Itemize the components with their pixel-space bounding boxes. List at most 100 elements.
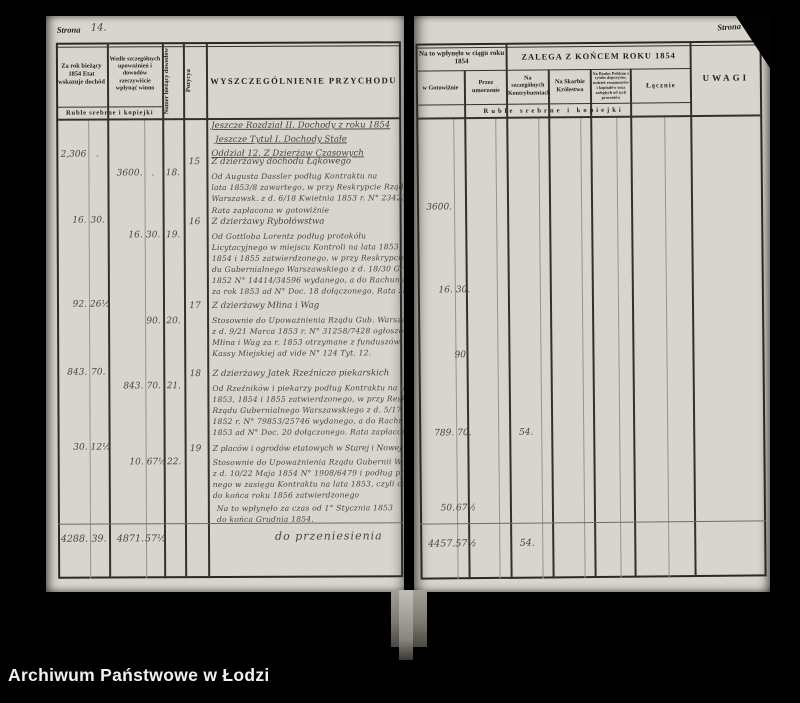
entry-line: do końca roku 1856 zatwierdzonego [212,490,360,501]
column-header-umorzenie: Przez umorzenie [471,78,500,95]
gotowizna-rubles: 16. [438,285,453,296]
entry-line: Licytacyjnego w miejscu Kontroli na lata… [211,242,402,253]
entry-heading: Z dzierżawy dochodu Łąkowego [211,156,352,168]
currency-band-left: Ruble srebrne i kopiejki [65,108,154,117]
etat-rubles: 16. [72,215,87,226]
page-number-right-label: Strona [717,20,742,33]
pozycya-number: 19 [189,444,202,455]
etat-kopiejki: 26½ [89,299,111,310]
entry-line: Rata zapłacona w gotowiźnie [211,205,330,216]
column-header-pozycya: Pozycya [184,69,193,93]
carry-forward-label: do przeniesienia [274,529,383,543]
entry-line: du Gubernialnego Warszawskiego z d. 18/3… [211,264,404,275]
entry-line: za rok 1853 ad N° Doc. 18 dołączonego, R… [211,286,404,297]
intro-line: Jeszcze Rozdział II. Dochody z roku 1854 [211,120,391,132]
entry-heading: Z placów i ogrodów etatowych w Starej i … [212,443,404,454]
etat-rubles: 843. [67,367,88,378]
archive-caption: Archiwum Państwowe w Łodzi [8,665,270,685]
entry-heading: Z dzierżawy Rybołówstwa [211,216,325,228]
winno-kopiejki: . [151,168,155,179]
etat-rubles: 92. [72,299,88,310]
winno-kopiejki: 67½ [146,457,167,468]
pozycya-number: 15 [188,157,201,168]
page-edge-below-highlight [399,590,413,660]
gotowizna-kopiejki: 67½ [455,503,477,514]
total-gotowizna-rubles: 4457. [428,538,456,550]
entry-heading: Z dzierżawy Młina i Wag [211,300,320,312]
entry-line: lata 1853/8 zawartego, w przy Reskrypcie… [211,182,404,193]
total-etat-kopiejki: 39. [91,533,107,545]
page-number-left-value: 14. [90,22,107,34]
etat-kopiejki: 12½ [90,442,111,453]
entry-line: Kassy Miejskiej ad vide N° 124 Tyt. 12. [212,348,372,359]
intro-line: Jeszcze Tytuł I. Dochody Stałe [215,134,347,146]
column-header-bank-polski: Na Banku Polskim z tytułu depozytów, tud… [592,70,630,100]
pozycya-number: 17 [189,301,201,312]
winno-kopiejki: 70. [146,381,162,392]
column-header-uwagi: UWAGI [702,72,750,83]
winno-rubles: 843. [123,381,144,392]
right-page-scan: Strona 15 Na to wpłynęło w cią [414,16,770,592]
total-kontrybuenci-rubles: 54. [519,537,535,549]
column-header-winno: Wedle szczegółnych upoważnień i dowodów … [109,56,161,92]
entry-line: 1852 r. N° 79853/25746 wydanego, a do Ra… [212,416,404,427]
etat-kopiejki: . [95,149,99,160]
group-header-zalega: ZALEGA Z KOŃCEM ROKU 1854 [521,50,676,62]
column-header-skarb: Na Skarbie Królestwa [554,77,585,94]
entry-note-line: do końca Grudnia 1854. [216,514,314,525]
gotowizna-kopiejki: 30. [455,285,471,296]
winno-rubles: 3600. [116,168,143,179]
pozycya-number: 18 [189,369,202,380]
numer-dowodu: 19. [166,230,181,241]
total-gotowizna-kopiejki: 57½ [455,538,477,550]
numer-dowodu: 21. [166,381,182,392]
entry-note-line: Na to wpłynęło za czas od 1° Stycznia 18… [216,503,394,514]
entry-line: Stosownie do Upoważnienia Rządu Gub. War… [212,315,404,326]
gotowizna-kopiejki: 70. [457,428,472,439]
kontrybuenci-rubles: 54. [519,427,534,438]
entry-line: 1854 i 1855 zatwierdzonego, w przy Reskr… [211,253,404,264]
entry-line: Stosownie do Upoważnienia Rządu Gubernii… [212,457,404,468]
etat-rubles: 30. [73,442,88,453]
gotowizna-kopiejki: 90. [454,350,469,361]
column-header-lacznie: Łącznie [646,81,676,89]
total-winno-kopiejki: 57½ [144,533,167,545]
entry-line: Warszawsk. z d. 6/18 Kwietnia 1853 r. N°… [211,193,404,204]
etat-kopiejki: 70. [91,367,106,378]
gotowizna-rubles: 3600. [426,202,453,213]
entry-line: Rządu Gubernialnego Warszawskiego z d. 5… [212,405,404,416]
entry-line: 1853 ad N° Doc. 20 dołączonego. Rata zap… [212,427,404,438]
entry-line: Od Gottloba Lorentz podług protokółu [211,231,367,242]
column-header-wyszczegolnienie: WYSZCZEGÓLNIENIE PRZYCHODU [210,74,397,86]
winno-rubles: 10. [129,457,144,468]
entry-line: z d. 9/21 Marca 1853 r. N° 31258/7428 og… [212,326,404,337]
column-header-etat: Za rok bieżący 1854 Etat wskazuje dochód [58,62,105,86]
entry-line: Od Rzeźników i piekarzy podług Kontraktu… [212,383,404,394]
entry-line: 1852 N° 14414/34596 wydanego, a do Rachu… [211,275,404,286]
pozycya-number: 16 [188,217,201,228]
entry-line: 1853, 1854 i 1855 zatwierdzonego, w przy… [212,394,404,405]
column-header-kontrybuenci: Na szczegółnych Kontrybuentach [507,75,551,97]
total-etat-rubles: 4288. [60,533,89,545]
entry-heading: Z dzierżawy Jatek Rzeźniczo piekarskich [212,368,390,380]
total-winno-rubles: 4871. [116,533,145,545]
numer-dowodu: 18. [165,168,181,179]
entry-line: z d. 10/22 Maja 1854 N° 1908/6479 i podł… [212,468,404,479]
numer-dowodu: 20. [166,316,181,327]
gotowizna-rubles: 789. [434,428,455,439]
numer-dowodu: 22. [166,457,182,468]
winno-kopiejki: 90. [146,316,161,327]
entry-line: nego w zasięgu Kontraktu na lata 1853, c… [212,479,404,490]
entry-line: Od Augusta Dassler podług Kontraktu na [211,171,378,182]
entry-line: Młina i Wag za r. 1853 otrzymane z fundu… [212,337,401,348]
gotowizna-rubles: 50. [440,503,456,514]
column-header-numer-dowodow: Numer bieżący dowodów [162,47,171,114]
column-header-gotowizna: w Gotowiźnie [422,83,459,92]
left-page-scan: Strona 14. Za rok bieżący 1854 Etat wska… [46,16,404,592]
group-header-wplynelo: Na to wpłynęło w ciągu roku 1854 [418,48,505,66]
etat-kopiejki: 30. [90,215,105,226]
winno-rubles: 16. [128,230,143,241]
winno-kopiejki: 30. [146,230,161,241]
page-number-left-label: Strona [56,24,81,35]
